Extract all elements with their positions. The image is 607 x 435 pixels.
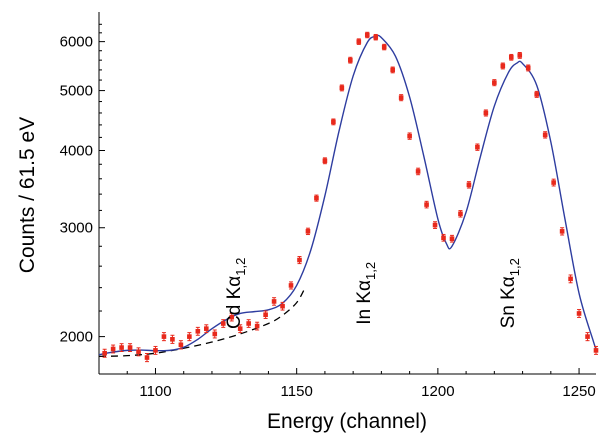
- data-point: [305, 229, 311, 234]
- y-tick-label: 2000: [60, 329, 93, 346]
- background-fit-layer: [98, 287, 306, 358]
- y-axis-title: Counts / 61.5 eV: [16, 117, 39, 273]
- data-point: [542, 132, 548, 138]
- peak-label-subscript: 1,2: [363, 262, 378, 280]
- data-point: [424, 202, 429, 207]
- data-points-layer: [102, 31, 599, 363]
- data-point: [153, 348, 158, 353]
- data-point: [229, 314, 235, 320]
- peak-label-main: Sn Kα: [498, 276, 519, 328]
- peak-label: Sn Kα1,2: [498, 258, 522, 328]
- data-point: [110, 346, 116, 352]
- data-point: [144, 355, 150, 360]
- data-point: [576, 311, 582, 316]
- plot-area: 2000 3000 4000 5000 6000 1100 1150 1200 1250 Cd…: [60, 12, 599, 400]
- y-tick-label: 6000: [60, 34, 93, 51]
- data-point: [170, 337, 175, 342]
- data-point: [314, 195, 319, 201]
- peak-label: In Kα1,2: [354, 262, 378, 325]
- data-point: [517, 53, 523, 58]
- data-point: [271, 299, 277, 304]
- data-point: [102, 350, 107, 356]
- data-point: [331, 119, 336, 125]
- data-point: [432, 222, 438, 228]
- y-axis-ticks: 2000 3000 4000 5000 6000: [60, 23, 105, 346]
- data-point: [348, 57, 353, 63]
- data-point: [593, 348, 599, 353]
- y-tick-label: 4000: [60, 142, 93, 159]
- data-point: [534, 92, 539, 97]
- data-point: [525, 65, 531, 71]
- data-point: [398, 95, 404, 100]
- y-tick-label: 5000: [60, 83, 93, 100]
- fit-curve: [98, 34, 597, 356]
- data-point: [458, 211, 463, 217]
- data-point: [449, 236, 455, 242]
- data-point: [381, 44, 387, 50]
- data-point: [364, 32, 370, 38]
- data-point: [136, 349, 141, 355]
- data-point: [585, 334, 590, 339]
- data-point: [204, 326, 209, 331]
- data-point: [119, 345, 124, 350]
- data-point: [220, 321, 226, 326]
- data-point: [568, 276, 573, 282]
- data-point: [297, 257, 302, 263]
- data-point: [254, 323, 260, 329]
- data-point: [475, 144, 480, 150]
- data-point: [246, 321, 251, 326]
- peak-label-subscript: 1,2: [507, 258, 522, 276]
- data-point: [187, 334, 192, 339]
- data-point: [390, 67, 395, 73]
- data-point: [288, 283, 294, 288]
- x-axis-title: Energy (channel): [267, 410, 427, 433]
- data-point: [466, 182, 472, 188]
- peak-labels-layer: Cd Kα1,2In Kα1,2Sn Kα1,2: [224, 258, 522, 329]
- peak-label-main: In Kα: [354, 280, 375, 325]
- data-point: [508, 54, 514, 60]
- data-point: [407, 133, 412, 139]
- data-point: [280, 303, 285, 309]
- data-point: [237, 326, 243, 331]
- peak-label: Cd Kα1,2: [224, 258, 248, 329]
- data-point: [195, 328, 201, 334]
- x-tick-label: 1150: [281, 383, 313, 400]
- data-point: [373, 34, 379, 40]
- x-tick-label: 1200: [421, 383, 454, 400]
- peak-label-subscript: 1,2: [233, 258, 248, 276]
- data-point: [322, 158, 328, 164]
- data-point: [483, 110, 489, 116]
- data-point: [415, 169, 421, 174]
- x-axis-ticks: 1100 1150 1200 1250: [98, 368, 596, 400]
- data-point: [492, 80, 497, 85]
- x-tick-label: 1100: [139, 383, 171, 400]
- y-tick-label: 3000: [60, 220, 93, 237]
- data-point: [441, 235, 446, 241]
- data-point: [500, 63, 506, 69]
- fit-curve-layer: [98, 34, 597, 356]
- x-tick-label: 1250: [562, 383, 595, 400]
- data-point: [212, 331, 218, 337]
- data-point: [178, 342, 184, 348]
- data-point: [559, 229, 565, 234]
- peak-label-main: Cd Kα: [224, 276, 245, 329]
- background-dashed-curve: [98, 287, 306, 358]
- data-point: [127, 345, 133, 350]
- data-point: [263, 312, 268, 318]
- data-point: [356, 39, 362, 44]
- data-point: [339, 85, 345, 91]
- data-point: [161, 334, 167, 339]
- data-point: [551, 180, 556, 185]
